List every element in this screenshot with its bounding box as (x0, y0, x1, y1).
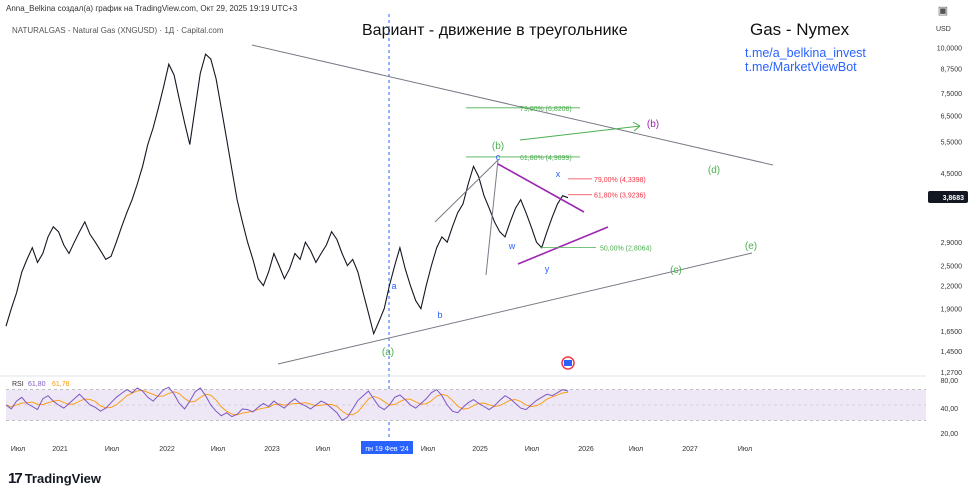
price-tick: 8,7500 (941, 67, 963, 74)
wave-label: x (556, 169, 561, 179)
time-tick: Июл (316, 446, 330, 453)
price-tick: 1,6500 (941, 329, 963, 336)
camera-icon[interactable]: ▣ (937, 5, 949, 17)
last-price-value: 3,8683 (943, 195, 965, 202)
time-tick: Июл (525, 446, 539, 453)
fib-label: 61,80% (3,9236) (594, 193, 646, 200)
wave-label: (d) (708, 165, 720, 176)
price-tick: 10,0000 (937, 46, 962, 53)
time-axis: Июл 2021 Июл 2022 Июл 2023 Июл пн 19 Фев '24 Июл… (11, 14, 752, 454)
time-tick: Июл (629, 446, 643, 453)
cursor-date-tag (361, 441, 413, 454)
time-tick: Июл (105, 446, 119, 453)
price-series (5, 53, 569, 336)
price-tick: 2,5000 (941, 264, 963, 271)
price-tick: 2,9000 (941, 240, 963, 247)
rsi-label: RSI (12, 381, 24, 388)
fib-label: 79,00% (6,8208) (520, 106, 572, 113)
price-axis: 10,0000 8,7500 7,5000 6,5000 5,5000 4,5000 2,9… (928, 46, 968, 377)
wave-label: (b) (492, 141, 504, 152)
wave-label: (e) (745, 241, 757, 252)
rsi-line (5, 386, 569, 422)
wave-label: y (545, 264, 550, 274)
wave-line-down (485, 159, 499, 276)
price-tick: 5,5000 (941, 140, 963, 147)
price-tick: 6,5000 (941, 113, 963, 120)
rsi-tick: 20,00 (940, 431, 958, 438)
telegram-link-bot[interactable]: t.me/MarketViewBot (745, 60, 857, 74)
time-tick: Июл (11, 446, 25, 453)
wave-label: (b) (647, 119, 659, 130)
wave-label: (c) (670, 265, 682, 276)
purple-channel-lower (517, 226, 609, 265)
brand-title: Gas - Nymex (750, 20, 850, 39)
fib-label: 50,00% (2,8064) (600, 245, 652, 252)
wave-label: (a) (382, 347, 394, 358)
wave-annotations: 79,00% (6,8208) 61,80% (4,9899) 79,00% (4,… (251, 44, 774, 370)
triangle-upper-line (251, 44, 774, 166)
forecast-arrow (519, 125, 641, 141)
wave-label: a (391, 281, 396, 291)
time-tick: 2023 (264, 446, 280, 453)
telegram-link-invest[interactable]: t.me/a_belkina_invest (745, 46, 866, 60)
time-tick: Июл (738, 446, 752, 453)
price-line (5, 53, 569, 336)
rsi-tick: 40,00 (940, 406, 958, 413)
symbol-line[interactable]: NATURALGAS - Natural Gas (XNGUSD) · 1Д ·… (12, 26, 224, 35)
tradingview-logo[interactable]: 17 TradingView (8, 470, 101, 487)
forecast-arrow-head (632, 121, 641, 132)
tradingview-logo-icon: 17 (8, 470, 23, 487)
time-tick: 2022 (159, 446, 175, 453)
price-tick: 7,5000 (941, 91, 963, 98)
last-price-tag (928, 190, 968, 203)
rsi-panel: RSI 61,80 61,78 80,00 40,00 20,00 (0, 375, 958, 438)
cursor-date-label: пн 19 Фев '24 (365, 446, 408, 453)
tradingview-logo-text: TradingView (24, 471, 102, 486)
time-tick: Июл (211, 446, 225, 453)
triangle-lower-line (277, 252, 753, 365)
event-flag-inner (564, 360, 572, 366)
price-tick: 4,5000 (941, 171, 963, 178)
price-tick: 1,4500 (941, 349, 963, 356)
time-tick: Июл (421, 446, 435, 453)
chart-author-line: Anna_Belkina создал(а) график на Trading… (6, 4, 298, 13)
rsi-tick: 80,00 (940, 378, 958, 385)
wave-label: b (437, 310, 442, 320)
wave-label: c (496, 152, 501, 162)
time-tick: 2021 (52, 446, 68, 453)
time-tick: 2025 (472, 446, 488, 453)
price-tick: 2,2000 (941, 284, 963, 291)
fib-label: 61,80% (4,9899) (520, 155, 572, 162)
wave-line-up (434, 159, 499, 223)
fib-label: 79,00% (4,3398) (594, 177, 646, 184)
rsi-ma-value: 61,78 (52, 381, 70, 388)
price-tick: 1,9000 (941, 307, 963, 314)
purple-channel-upper (497, 163, 585, 213)
chart-title: Вариант - движение в треугольнике (362, 22, 628, 39)
currency-label: USD (936, 26, 951, 33)
price-tick: 1,2700 (941, 370, 963, 377)
time-tick: 2027 (682, 446, 698, 453)
wave-label: w (508, 241, 516, 251)
time-tick: 2026 (578, 446, 594, 453)
rsi-value: 61,80 (28, 381, 46, 388)
